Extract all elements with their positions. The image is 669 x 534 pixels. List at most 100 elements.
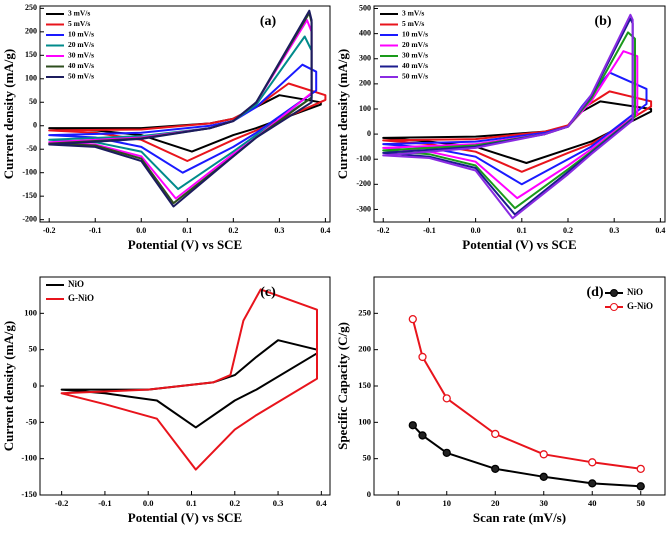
data-point	[408, 421, 417, 430]
y-tick-label: 200	[359, 79, 371, 88]
legend-label: 10 mV/s	[402, 30, 428, 39]
data-point	[442, 394, 451, 403]
y-tick-label: 0	[33, 380, 37, 390]
legend-label: 30 mV/s	[68, 51, 94, 60]
plot-frame	[373, 276, 666, 496]
x-axis-label: Scan rate (mV/s)	[473, 510, 566, 525]
x-tick-label: -0.1	[89, 226, 102, 235]
x-tick-label: -0.1	[423, 226, 436, 235]
x-tick-label: -0.2	[43, 226, 56, 235]
legend-label: 30 mV/s	[402, 51, 428, 60]
y-tick-label: 0	[367, 129, 371, 138]
legend-label: 20 mV/s	[68, 40, 94, 49]
y-tick-label: -100	[21, 453, 37, 463]
x-tick-label: 0	[396, 498, 400, 508]
x-tick-label: 0.4	[316, 498, 327, 508]
x-tick-label: 0.0	[136, 226, 146, 235]
legend-label: 50 mV/s	[402, 72, 428, 81]
data-point	[588, 479, 597, 488]
x-tick-label: 10	[443, 498, 452, 508]
y-tick-label: -150	[22, 191, 37, 200]
y-tick-label: 500	[359, 3, 371, 12]
x-tick-label: 0.2	[229, 498, 240, 508]
y-tick-label: 0	[33, 121, 37, 130]
legend-label: 3 mV/s	[68, 9, 90, 18]
x-tick-label: -0.2	[377, 226, 390, 235]
data-point	[442, 448, 451, 458]
data-line	[48, 82, 327, 162]
x-tick-label: 40	[588, 498, 597, 508]
y-tick-label: 150	[358, 380, 371, 390]
x-tick-label: 0.0	[143, 498, 154, 508]
plot-frame	[373, 5, 666, 223]
x-tick-label: 0.2	[228, 226, 238, 235]
legend-label: 50 mV/s	[68, 72, 94, 81]
legend-label: G-NiO	[68, 293, 94, 303]
x-tick-label: 30	[540, 498, 549, 508]
y-tick-label: 100	[358, 416, 371, 426]
data-line	[60, 339, 318, 429]
data-line	[48, 9, 313, 208]
legend-label: 40 mV/s	[68, 61, 94, 70]
legend-marker	[610, 289, 618, 297]
legend-label: 10 mV/s	[68, 30, 94, 39]
plot-frame	[39, 5, 331, 223]
legend-label: 5 mV/s	[68, 19, 90, 28]
y-tick-label: 150	[25, 50, 37, 59]
y-tick-label: 300	[359, 54, 371, 63]
legend-label: NiO	[627, 287, 643, 297]
data-point	[539, 472, 548, 481]
data-line	[48, 63, 318, 174]
x-axis-label: Potential (V) vs SCE	[462, 237, 576, 252]
y-tick-label: -200	[356, 179, 371, 188]
data-line	[60, 288, 318, 471]
y-tick-label: 100	[359, 104, 371, 113]
legend-label: 5 mV/s	[402, 19, 424, 28]
panel-label: (b)	[594, 14, 611, 29]
data-point	[636, 482, 645, 491]
y-axis-label: Current density (mA/g)	[1, 49, 16, 179]
y-tick-label: 50	[29, 344, 38, 354]
x-axis-label: Potential (V) vs SCE	[128, 237, 242, 252]
plot-frame	[39, 276, 331, 496]
y-tick-label: 100	[24, 307, 37, 317]
y-tick-label: 200	[358, 344, 371, 354]
data-point	[491, 464, 500, 473]
legend-label: 40 mV/s	[402, 61, 428, 70]
panel-label: (c)	[260, 285, 276, 300]
data-line	[382, 13, 634, 220]
y-tick-label: 200	[25, 27, 37, 36]
legend-label: 20 mV/s	[402, 40, 428, 49]
legend-marker	[610, 303, 618, 311]
data-point	[418, 431, 427, 440]
y-tick-label: -300	[356, 204, 371, 213]
x-tick-label: 0.3	[609, 226, 619, 235]
legend-label: NiO	[68, 279, 84, 289]
y-tick-label: 50	[363, 453, 372, 463]
data-line	[382, 90, 653, 173]
y-tick-label: -100	[22, 168, 37, 177]
legend-label: G-NiO	[627, 301, 653, 311]
y-tick-label: -200	[22, 214, 37, 223]
x-tick-label: 50	[637, 498, 646, 508]
x-tick-label: 0.0	[471, 226, 481, 235]
x-tick-label: 0.3	[274, 226, 284, 235]
x-tick-label: -0.2	[55, 498, 68, 508]
data-line	[382, 71, 648, 186]
x-tick-label: 0.1	[517, 226, 527, 235]
y-axis-label: Current density (mA/g)	[1, 321, 16, 451]
panel-label: (a)	[260, 14, 277, 29]
x-tick-label: 0.2	[563, 226, 573, 235]
x-tick-label: 0.1	[182, 226, 192, 235]
y-tick-label: -50	[26, 416, 37, 426]
y-tick-label: 0	[367, 489, 371, 499]
data-point	[408, 314, 417, 324]
x-tick-label: 20	[491, 498, 500, 508]
panel-label: (d)	[586, 285, 603, 300]
x-tick-label: 0.1	[186, 498, 197, 508]
x-tick-label: 0.4	[320, 226, 330, 235]
y-axis-label: Specific Capacity (C/g)	[335, 322, 350, 450]
x-tick-label: -0.1	[98, 498, 111, 508]
data-point	[636, 464, 645, 473]
